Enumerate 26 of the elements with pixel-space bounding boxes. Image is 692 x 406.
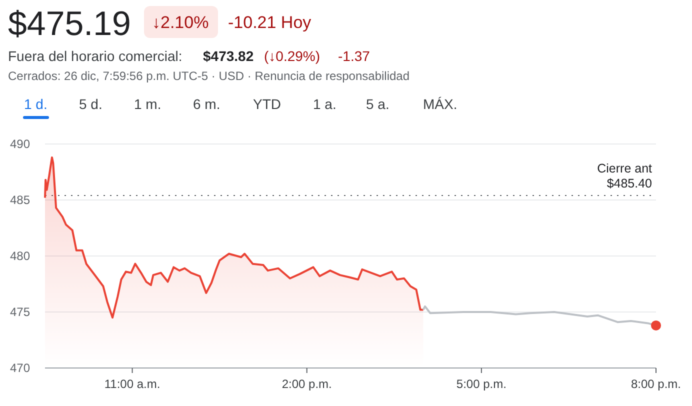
text: 5 a. — [366, 96, 390, 112]
y-tick-label: 490 — [10, 137, 30, 152]
x-tick-label: 11:00 a.m. — [104, 377, 160, 391]
x-tick-label: 5:00 p.m. — [456, 377, 506, 391]
text: ↓2.10% — [152, 13, 209, 32]
y-tick-label: 470 — [10, 361, 30, 376]
x-tick-label: 8:00 p.m. — [630, 377, 682, 391]
y-tick-label: 485 — [10, 193, 30, 208]
chart-title: $475.19 — [8, 5, 131, 43]
text: 1 a. — [313, 96, 336, 112]
text: -10.21 Hoy — [228, 13, 312, 32]
text: MÁX. — [423, 96, 458, 112]
text: 1 m. — [134, 96, 162, 112]
text: 1 d. — [24, 96, 48, 112]
y-tick-label: 480 — [10, 249, 30, 264]
text: -1.37 — [338, 48, 370, 64]
text: Fuera del horario comercial: — [8, 48, 182, 64]
text: YTD — [253, 96, 281, 112]
ref-line-label: Cierre ant $485.40 — [597, 162, 653, 191]
text: 5 d. — [79, 96, 102, 112]
text: (↓0.29%) — [264, 48, 320, 64]
y-tick-label: 475 — [10, 305, 30, 320]
x-tick-label: 2:00 p.m. — [282, 377, 332, 391]
text: 6 m. — [193, 96, 220, 112]
text: Cerrados: 26 dic, 7:59:56 p.m. UTC-5 · USD · Renuncia de responsabilidad — [8, 69, 410, 83]
text: $473.82 — [203, 48, 254, 64]
